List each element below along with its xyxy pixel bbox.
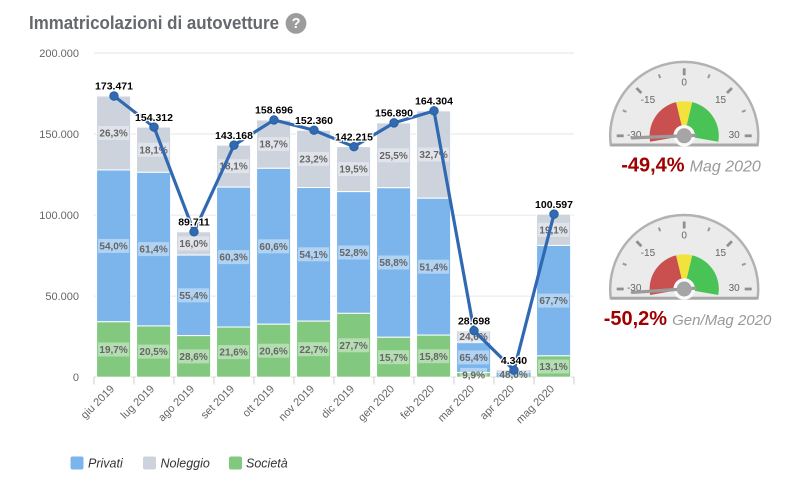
svg-text:158.696: 158.696 — [255, 105, 293, 117]
svg-text:152.360: 152.360 — [295, 115, 333, 127]
svg-text:18,1%: 18,1% — [219, 162, 247, 173]
svg-text:19,1%: 19,1% — [539, 225, 567, 236]
svg-text:58,8%: 58,8% — [379, 258, 407, 269]
svg-text:27,7%: 27,7% — [339, 341, 367, 352]
svg-text:48,0%: 48,0% — [499, 370, 527, 381]
svg-text:-50,2%Gen/Mag 2020: -50,2% Gen/Mag 2020 — [604, 308, 772, 330]
svg-text:100.000: 100.000 — [39, 210, 79, 222]
svg-text:-30: -30 — [627, 283, 642, 294]
svg-text:164.304: 164.304 — [415, 96, 453, 108]
svg-text:52,8%: 52,8% — [339, 248, 367, 259]
svg-text:4.340: 4.340 — [501, 355, 527, 367]
svg-text:60,6%: 60,6% — [259, 242, 287, 253]
svg-text:Privati: Privati — [88, 457, 124, 471]
svg-text:156.890: 156.890 — [375, 108, 413, 120]
svg-text:20,5%: 20,5% — [139, 347, 167, 358]
svg-text:65,4%: 65,4% — [459, 353, 487, 364]
svg-text:173.471: 173.471 — [95, 81, 133, 93]
svg-text:20,6%: 20,6% — [259, 346, 287, 357]
svg-text:16,0%: 16,0% — [179, 239, 207, 250]
svg-text:142.215: 142.215 — [335, 131, 373, 143]
svg-text:-30: -30 — [627, 130, 642, 141]
svg-text:0: 0 — [681, 231, 687, 242]
svg-text:25,5%: 25,5% — [379, 151, 407, 162]
svg-text:150.000: 150.000 — [39, 129, 79, 141]
svg-text:28.698: 28.698 — [458, 315, 490, 327]
svg-text:30: 30 — [729, 283, 741, 294]
svg-text:23,2%: 23,2% — [299, 155, 327, 166]
svg-text:0: 0 — [73, 372, 79, 384]
svg-text:-49,4%Mag 2020: -49,4% Mag 2020 — [621, 155, 761, 177]
svg-text:Noleggio: Noleggio — [161, 457, 210, 471]
svg-text:200.000: 200.000 — [39, 48, 79, 60]
svg-text:19,5%: 19,5% — [339, 165, 367, 176]
svg-text:154.312: 154.312 — [135, 112, 173, 124]
svg-text:Immatricolazioni di autovettur: Immatricolazioni di autovetture — [29, 13, 279, 33]
svg-text:15: 15 — [715, 95, 727, 106]
svg-text:?: ? — [292, 16, 301, 32]
svg-text:100.597: 100.597 — [535, 199, 573, 211]
svg-text:Società: Società — [246, 457, 288, 471]
svg-text:61,4%: 61,4% — [139, 245, 167, 256]
svg-text:15: 15 — [715, 248, 727, 259]
svg-text:55,4%: 55,4% — [179, 291, 207, 302]
svg-text:50.000: 50.000 — [45, 291, 79, 303]
svg-text:30: 30 — [729, 130, 741, 141]
svg-text:32,7%: 32,7% — [419, 150, 447, 161]
svg-text:22,7%: 22,7% — [299, 345, 327, 356]
svg-text:89.711: 89.711 — [178, 216, 210, 228]
svg-text:15,7%: 15,7% — [379, 353, 407, 364]
svg-text:-15: -15 — [641, 248, 656, 259]
svg-text:9,9%: 9,9% — [462, 371, 485, 382]
svg-text:60,3%: 60,3% — [219, 253, 247, 264]
svg-text:0: 0 — [681, 77, 687, 88]
svg-text:18,7%: 18,7% — [259, 140, 287, 151]
svg-text:51,4%: 51,4% — [419, 262, 447, 273]
svg-text:24,6%: 24,6% — [459, 332, 487, 343]
svg-text:19,7%: 19,7% — [99, 345, 127, 356]
svg-text:54,0%: 54,0% — [99, 242, 127, 253]
svg-text:54,1%: 54,1% — [299, 250, 327, 261]
svg-text:67,7%: 67,7% — [539, 296, 567, 307]
svg-text:21,6%: 21,6% — [219, 348, 247, 359]
svg-text:26,3%: 26,3% — [99, 129, 127, 140]
svg-text:15,8%: 15,8% — [419, 352, 447, 363]
svg-text:-15: -15 — [641, 95, 656, 106]
svg-text:13,1%: 13,1% — [539, 362, 567, 373]
svg-text:28,6%: 28,6% — [179, 352, 207, 363]
svg-text:143.168: 143.168 — [215, 130, 253, 142]
svg-text:18,1%: 18,1% — [139, 145, 167, 156]
